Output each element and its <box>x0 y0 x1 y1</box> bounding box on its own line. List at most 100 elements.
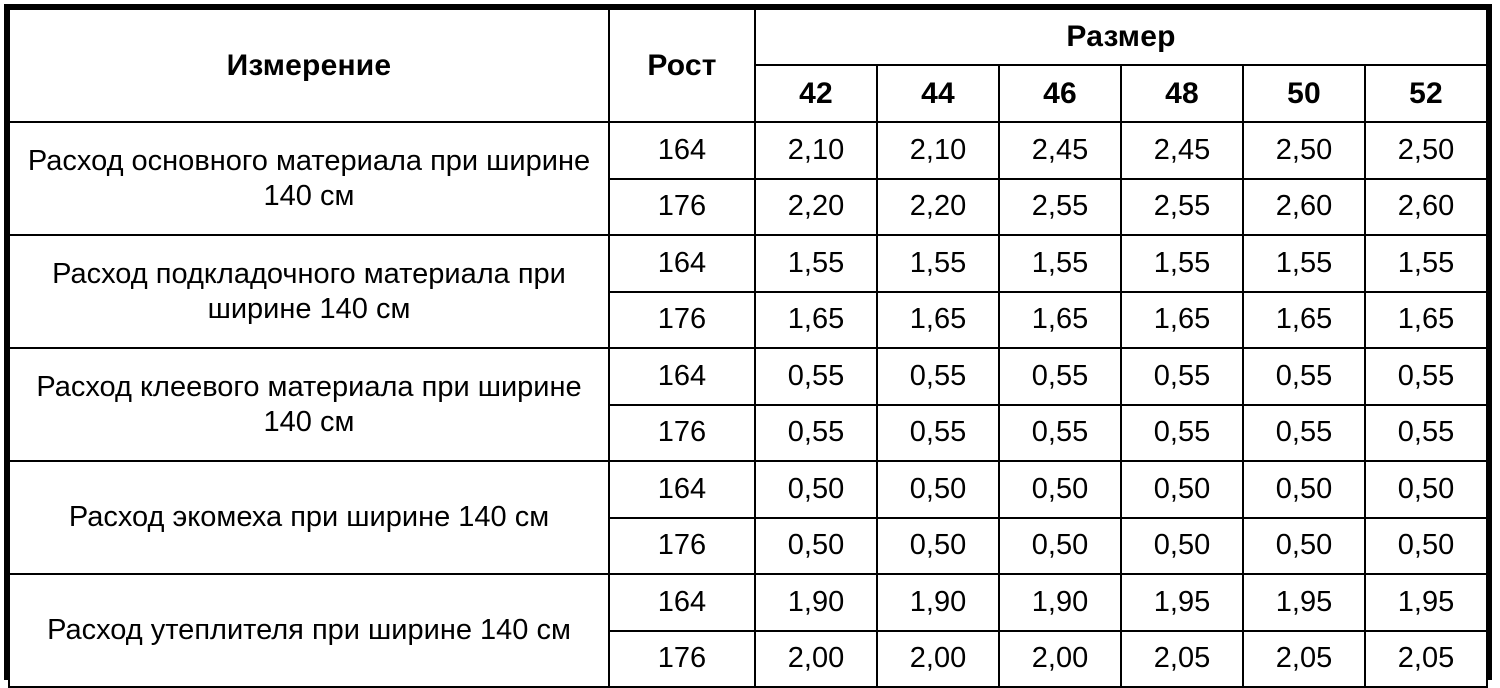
consumption-value: 1,65 <box>998 290 1122 349</box>
table-row: 176 1,65 1,65 1,65 1,65 1,65 1,65 <box>9 290 1488 349</box>
column-header-size-group: Размер <box>754 8 1488 66</box>
consumption-value: 2,20 <box>876 177 1000 236</box>
consumption-value: 0,50 <box>1242 460 1366 519</box>
consumption-value: 2,05 <box>1120 629 1244 688</box>
table-row: Расход клеевого материала при ширине 140… <box>8 347 1488 462</box>
consumption-value: 2,55 <box>1120 177 1244 236</box>
material-consumption-table: Измерение Рост Размер 42 44 46 48 50 52 … <box>8 8 1488 688</box>
consumption-value: 0,50 <box>876 516 1000 575</box>
consumption-value: 0,50 <box>1364 516 1488 575</box>
consumption-value: 0,55 <box>876 403 1000 462</box>
consumption-value: 0,55 <box>754 347 878 406</box>
consumption-value: 0,55 <box>876 347 1000 406</box>
consumption-value: 1,55 <box>876 234 1000 293</box>
consumption-value: 0,55 <box>754 403 878 462</box>
consumption-value: 0,55 <box>1242 347 1366 406</box>
consumption-value: 2,05 <box>1364 629 1488 688</box>
column-header-height: Рост <box>608 8 756 123</box>
consumption-value: 1,55 <box>1242 234 1366 293</box>
column-header-size-44: 44 <box>876 64 1000 123</box>
consumption-value: 0,55 <box>1242 403 1366 462</box>
measurement-label: Расход экомеха при ширине 140 см <box>8 460 610 575</box>
consumption-value: 1,55 <box>1120 234 1244 293</box>
consumption-value: 1,55 <box>1364 234 1488 293</box>
measurement-label: Расход клеевого материала при ширине 140… <box>8 347 610 462</box>
measurement-label: Расход основного материала при ширине 14… <box>8 121 610 236</box>
consumption-value: 2,55 <box>998 177 1122 236</box>
column-header-size-42: 42 <box>754 64 878 123</box>
column-header-size-46: 46 <box>998 64 1122 123</box>
consumption-value: 1,55 <box>998 234 1122 293</box>
consumption-value: 1,65 <box>1120 290 1244 349</box>
consumption-value: 1,55 <box>754 234 878 293</box>
measurement-label: Расход утеплителя при ширине 140 см <box>8 573 610 688</box>
consumption-value: 0,55 <box>998 347 1122 406</box>
consumption-value: 0,55 <box>1120 347 1244 406</box>
consumption-value: 0,50 <box>998 460 1122 519</box>
consumption-value: 2,60 <box>1242 177 1366 236</box>
consumption-value: 2,50 <box>1242 121 1366 180</box>
height-value: 164 <box>608 121 756 180</box>
column-header-size-48: 48 <box>1120 64 1244 123</box>
table-row: Расход экомеха при ширине 140 см 164 0,5… <box>8 460 1488 575</box>
table-row: 176 0,50 0,50 0,50 0,50 0,50 0,50 <box>9 516 1488 575</box>
consumption-value: 0,55 <box>1364 403 1488 462</box>
measurement-label: Расход подкладочного материала при ширин… <box>8 234 610 349</box>
consumption-value: 2,50 <box>1364 121 1488 180</box>
table-body: Расход основного материала при ширине 14… <box>8 121 1488 688</box>
consumption-value: 2,20 <box>754 177 878 236</box>
height-value: 176 <box>608 177 756 236</box>
column-header-measurement: Измерение <box>8 8 610 123</box>
consumption-value: 0,50 <box>876 460 1000 519</box>
consumption-value: 1,65 <box>1242 290 1366 349</box>
column-header-size-52: 52 <box>1364 64 1488 123</box>
consumption-value: 0,50 <box>754 516 878 575</box>
table-row: Расход основного материала при ширине 14… <box>8 121 1488 236</box>
consumption-value: 0,50 <box>754 460 878 519</box>
height-value: 176 <box>608 403 756 462</box>
height-value: 164 <box>608 573 756 632</box>
consumption-value: 2,00 <box>998 629 1122 688</box>
consumption-value: 2,60 <box>1364 177 1488 236</box>
consumption-value: 1,90 <box>754 573 878 632</box>
table-header: Измерение Рост Размер 42 44 46 48 50 52 <box>8 8 1488 123</box>
consumption-value: 2,05 <box>1242 629 1366 688</box>
consumption-value: 0,50 <box>1120 460 1244 519</box>
height-value: 176 <box>608 516 756 575</box>
consumption-value: 1,65 <box>876 290 1000 349</box>
consumption-value: 2,10 <box>876 121 1000 180</box>
consumption-value: 0,50 <box>1364 460 1488 519</box>
height-value: 176 <box>608 629 756 688</box>
header-row-primary: Измерение Рост Размер <box>8 8 1488 123</box>
table-row: Расход подкладочного материала при ширин… <box>8 234 1488 349</box>
consumption-value: 1,65 <box>754 290 878 349</box>
consumption-value: 0,55 <box>1120 403 1244 462</box>
consumption-value: 2,45 <box>1120 121 1244 180</box>
header-row-sizes: 42 44 46 48 50 52 <box>9 64 1488 123</box>
table-row: 176 0,55 0,55 0,55 0,55 0,55 0,55 <box>9 403 1488 462</box>
consumption-value: 1,90 <box>876 573 1000 632</box>
consumption-value: 0,50 <box>998 516 1122 575</box>
consumption-value: 0,55 <box>1364 347 1488 406</box>
consumption-value: 2,10 <box>754 121 878 180</box>
table-row: 176 2,00 2,00 2,00 2,05 2,05 2,05 <box>9 629 1488 688</box>
consumption-value: 2,45 <box>998 121 1122 180</box>
table-row: Расход утеплителя при ширине 140 см 164 … <box>8 573 1488 688</box>
consumption-value: 2,00 <box>754 629 878 688</box>
height-value: 164 <box>608 460 756 519</box>
consumption-value: 0,50 <box>1242 516 1366 575</box>
consumption-value: 1,95 <box>1364 573 1488 632</box>
consumption-table-container: Измерение Рост Размер 42 44 46 48 50 52 … <box>4 4 1492 688</box>
height-value: 164 <box>608 234 756 293</box>
consumption-value: 1,65 <box>1364 290 1488 349</box>
table-row: 176 2,20 2,20 2,55 2,55 2,60 2,60 <box>9 177 1488 236</box>
height-value: 164 <box>608 347 756 406</box>
consumption-value: 1,95 <box>1120 573 1244 632</box>
consumption-value: 0,50 <box>1120 516 1244 575</box>
column-header-size-50: 50 <box>1242 64 1366 123</box>
consumption-value: 1,90 <box>998 573 1122 632</box>
height-value: 176 <box>608 290 756 349</box>
consumption-value: 2,00 <box>876 629 1000 688</box>
consumption-value: 0,55 <box>998 403 1122 462</box>
consumption-value: 1,95 <box>1242 573 1366 632</box>
